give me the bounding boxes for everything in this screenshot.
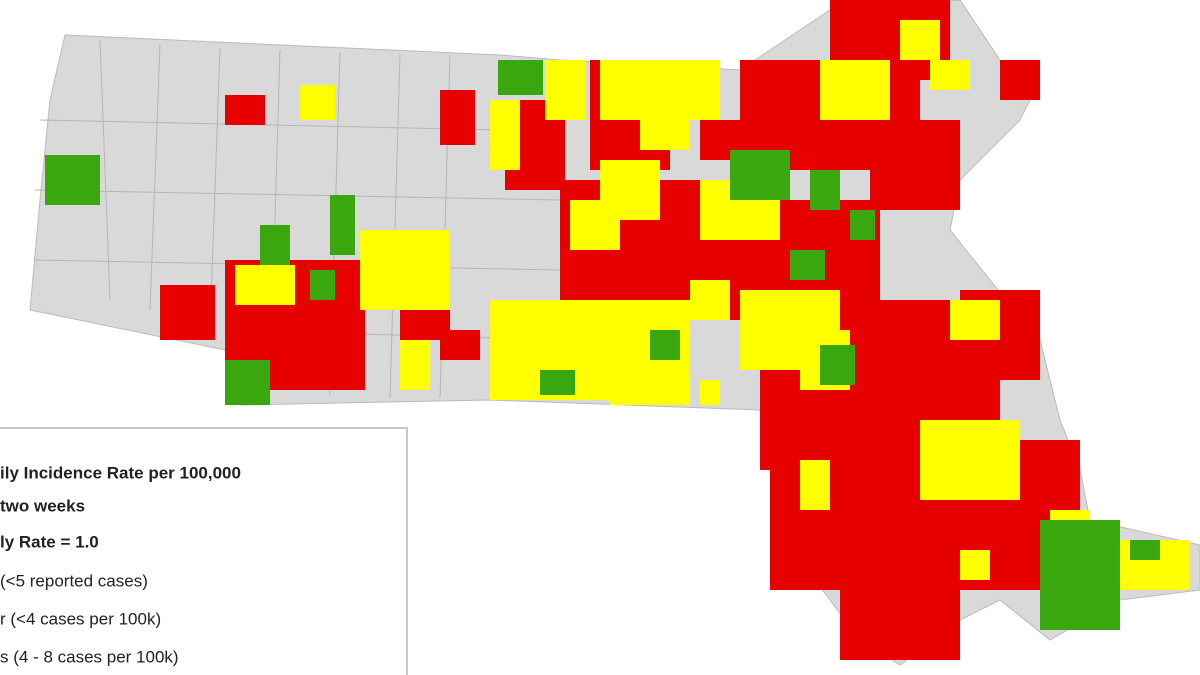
legend-item: (<5 reported cases) xyxy=(0,571,148,590)
legend-title: ly Rate = 1.0 xyxy=(0,532,99,551)
legend-item: s (4 - 8 cases per 100k) xyxy=(0,647,179,666)
legend: ily Incidence Rate per 100,000 two weeks… xyxy=(0,427,408,675)
legend-box xyxy=(0,427,408,675)
legend-title: two weeks xyxy=(0,496,85,515)
legend-title: ily Incidence Rate per 100,000 xyxy=(0,463,241,482)
legend-item: r (<4 cases per 100k) xyxy=(0,609,161,628)
green-towns xyxy=(45,60,1160,630)
state-map xyxy=(29,0,1200,666)
